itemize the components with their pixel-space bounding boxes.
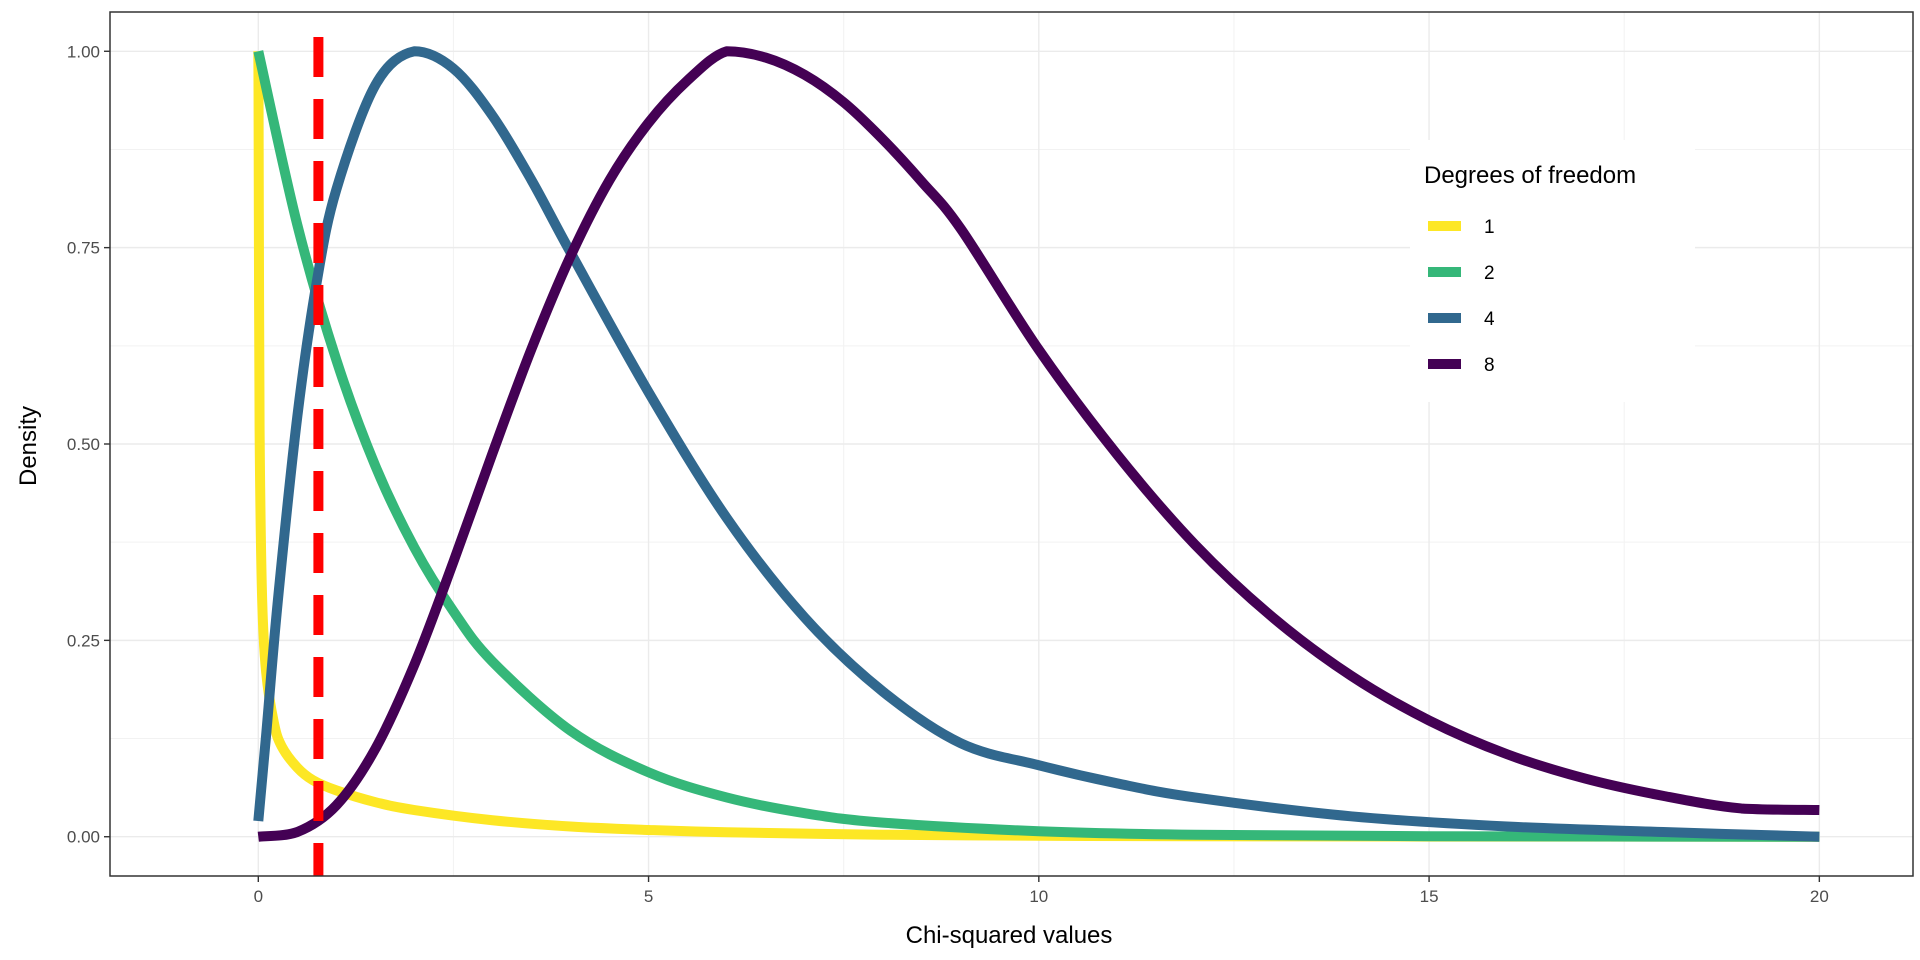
series-layer (253, 46, 1820, 842)
x-axis-title: Chi-squared values (906, 922, 1113, 949)
y-tick-label: 0.75 (67, 239, 100, 258)
y-tick-label: 0.00 (67, 828, 100, 847)
x-tick-label: 0 (254, 887, 263, 906)
series-line-df-4 (253, 46, 1820, 842)
legend-label-df-4: 4 (1484, 309, 1495, 330)
x-tick-label: 15 (1420, 887, 1439, 906)
x-tick-label: 5 (644, 887, 653, 906)
legend-title: Degrees of freedom (1424, 162, 1636, 189)
x-tick-label: 10 (1029, 887, 1048, 906)
legend-label-df-8: 8 (1484, 355, 1495, 376)
legend-items: 1 2 4 8 (1428, 217, 1495, 376)
x-axis-ticks: 0 5 10 15 20 (254, 876, 1829, 906)
legend-label-df-2: 2 (1484, 263, 1495, 284)
y-axis-title: Density (15, 406, 42, 486)
y-tick-label: 0.50 (67, 435, 100, 454)
legend: Degrees of freedom 1 2 4 8 (1410, 140, 1695, 402)
y-tick-label: 1.00 (67, 42, 100, 61)
x-tick-label: 20 (1810, 887, 1829, 906)
series-line-df-8 (257, 46, 1820, 842)
series-line-df-2 (253, 50, 1820, 842)
y-axis-ticks: 0.00 0.25 0.50 0.75 1.00 (67, 42, 110, 847)
legend-label-df-1: 1 (1484, 217, 1495, 238)
y-tick-label: 0.25 (67, 631, 100, 650)
